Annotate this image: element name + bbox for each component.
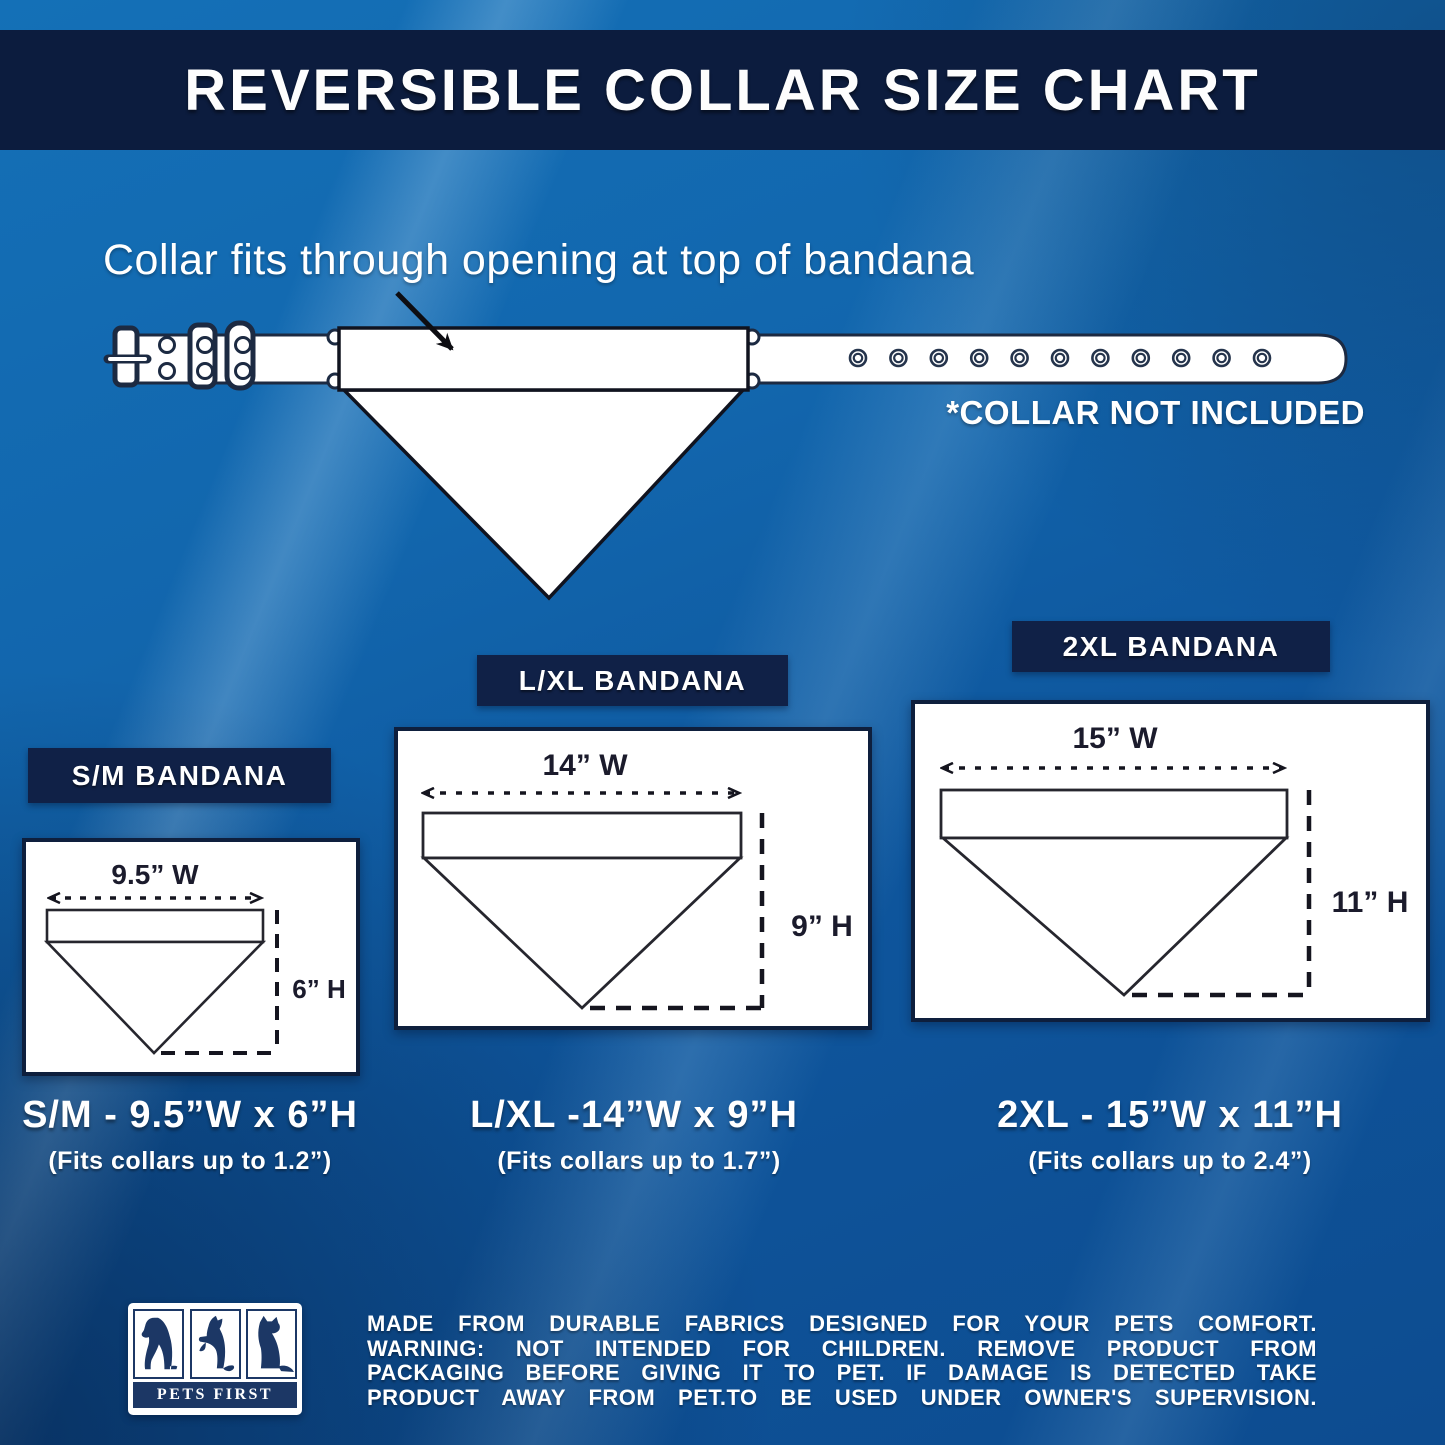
2xl-fits-label: (Fits collars up to 2.4”) xyxy=(1028,1147,1312,1175)
sm-size-label: S/M - 9.5”W x 6”H xyxy=(22,1094,358,1136)
pointer-arrow xyxy=(395,291,454,351)
sm-width-label: 9.5” W xyxy=(111,859,199,890)
dog-silhouette-1 xyxy=(133,1309,184,1379)
2xl-bandana-header: 2XL BANDANA xyxy=(1012,621,1330,672)
lxl-height-label: 9” H xyxy=(791,910,853,943)
collar-strap-right xyxy=(746,333,1348,385)
sm-bandana-panel: 9.5” W 6” H xyxy=(22,838,360,1076)
sm-triangle xyxy=(43,940,267,1055)
lxl-diagram: 14” W 9” H xyxy=(420,749,853,1011)
sm-diagram: 9.5” W 6” H xyxy=(43,859,346,1055)
2xl-diagram: 15” W 11” H xyxy=(939,722,1409,998)
collar-buckle xyxy=(103,320,256,391)
lxl-bandana-header: L/XL BANDANA xyxy=(477,655,788,706)
lxl-band xyxy=(421,811,743,860)
disclaimer-line-2: WARNING: NOT INTENDED FOR CHILDREN. REMO… xyxy=(367,1335,1317,1361)
disclaimer-line-4: PRODUCT AWAY FROM PET.TO BE USED UNDER O… xyxy=(367,1384,1317,1410)
lxl-bandana-panel: 14” W 9” H xyxy=(394,727,872,1030)
lxl-width-label: 14” W xyxy=(542,749,628,782)
bandana-triangle xyxy=(339,388,748,601)
2xl-triangle xyxy=(939,836,1290,997)
hero-caption: Collar fits through opening at top of ba… xyxy=(103,236,975,284)
bandana-band xyxy=(337,326,750,392)
collar-not-included-note: *COLLAR NOT INCLUDED xyxy=(946,394,1365,431)
2xl-size-label: 2XL - 15”W x 11”H xyxy=(997,1094,1343,1136)
logo-bar: PETS FIRST xyxy=(133,1382,297,1408)
buckle-holes xyxy=(158,336,252,380)
logo-dog-frames xyxy=(133,1309,297,1379)
2xl-height-label: 11” H xyxy=(1332,886,1409,919)
pets-first-logo: PETS FIRST xyxy=(128,1303,302,1415)
disclaimer-line-3: PACKAGING BEFORE GIVING IT TO PET. IF DA… xyxy=(367,1360,1317,1385)
sm-band xyxy=(45,908,265,944)
dog-silhouette-3 xyxy=(246,1309,297,1379)
sm-height-label: 6” H xyxy=(292,974,345,1004)
lxl-fits-label: (Fits collars up to 1.7”) xyxy=(497,1147,781,1175)
collar-illustration xyxy=(103,291,1348,601)
2xl-band xyxy=(939,788,1289,840)
collar-eyelets xyxy=(848,348,1272,368)
logo-text: PETS FIRST xyxy=(156,1386,274,1403)
lxl-size-label: L/XL -14”W x 9”H xyxy=(470,1094,798,1136)
dog-silhouette-2 xyxy=(189,1309,241,1379)
lxl-triangle xyxy=(420,856,744,1010)
disclaimer-text: MADE FROM DURABLE FABRICS DESIGNED FOR Y… xyxy=(367,1311,1317,1410)
sm-bandana-header: S/M BANDANA xyxy=(28,748,331,803)
disclaimer-line-1: MADE FROM DURABLE FABRICS DESIGNED FOR Y… xyxy=(367,1311,1317,1336)
2xl-bandana-panel: 15” W 11” H xyxy=(911,700,1430,1022)
sm-fits-label: (Fits collars up to 1.2”) xyxy=(48,1147,332,1175)
title-banner: REVERSIBLE COLLAR SIZE CHART xyxy=(0,30,1445,150)
page-title: REVERSIBLE COLLAR SIZE CHART xyxy=(184,57,1261,123)
2xl-width-label: 15” W xyxy=(1072,722,1158,755)
